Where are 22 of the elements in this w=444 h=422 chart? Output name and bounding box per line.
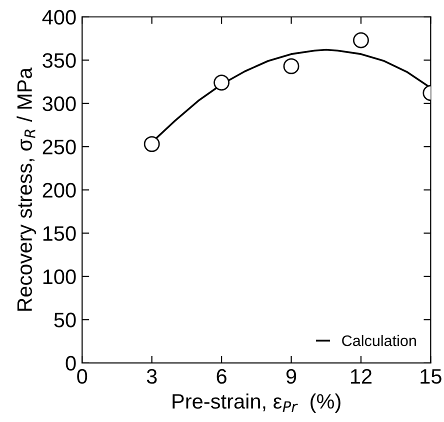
point: [144, 136, 160, 152]
x-tick-label: 0: [77, 369, 88, 384]
x-tick-label: 9: [286, 369, 296, 384]
legend-label: Calculation: [342, 334, 416, 346]
y-tick-label: 100: [43, 269, 76, 284]
y-tick-label: 250: [42, 140, 76, 154]
y-tick-label: 300: [42, 96, 76, 112]
x-tick-label: 15: [420, 369, 442, 384]
y-axis-title: Recovery stress, σ$_{R}$ / MPa: [16, 68, 36, 311]
y-tick-label: 50: [54, 312, 76, 328]
y-tick-label: 400: [42, 10, 76, 25]
y-tick-label: 200: [42, 182, 76, 198]
y-tick-label: 0: [66, 356, 76, 371]
y-tick-label: 150: [43, 226, 76, 241]
x-tick-label: 3: [146, 369, 157, 384]
x-tick-label: 6: [216, 369, 226, 384]
point: [352, 32, 369, 48]
x-tick-label: 12: [350, 369, 372, 384]
y-tick-label: 350: [42, 53, 76, 68]
point: [214, 74, 230, 91]
point: [283, 58, 300, 74]
x-axis-title: Pre-strain, ε$_{Pr}$ (%): [172, 393, 340, 413]
